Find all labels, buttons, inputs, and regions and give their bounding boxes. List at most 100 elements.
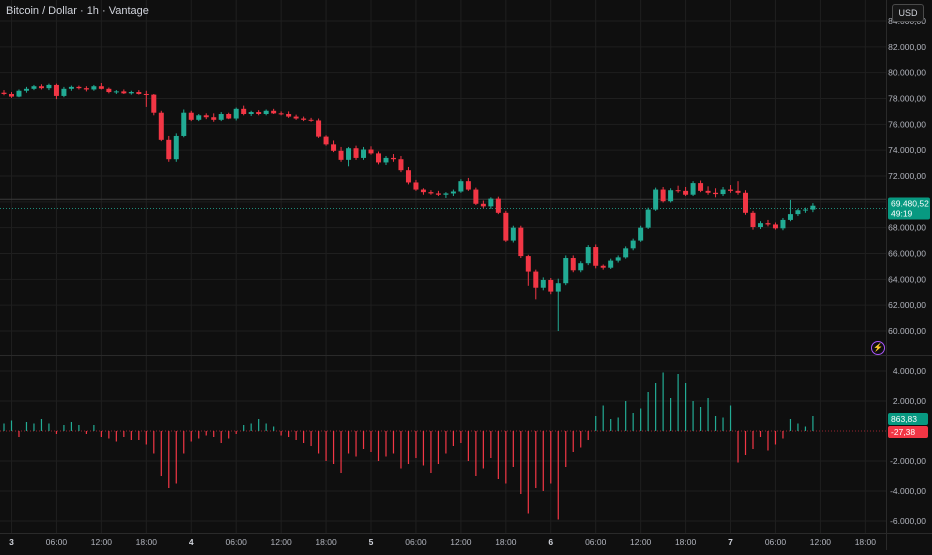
candle-body [555, 283, 561, 292]
time-tick-label: 6 [548, 537, 553, 547]
histogram-bar [10, 420, 13, 431]
candle-body [608, 260, 614, 268]
time-tick-label: 06:00 [585, 537, 607, 547]
histogram-bar [677, 374, 679, 431]
candle-body [398, 159, 404, 171]
histogram-bar [145, 431, 147, 445]
candle-body [623, 248, 629, 258]
histogram-bar [707, 398, 709, 431]
candle-body [795, 210, 801, 215]
histogram-bar [550, 431, 552, 484]
histogram-bar [482, 431, 484, 469]
price-tick-label: 60.000,00 [888, 326, 926, 336]
candle-body [46, 84, 52, 89]
candle-body [166, 139, 172, 160]
price-tick-label: 62.000,00 [888, 300, 926, 310]
candle-body [256, 112, 262, 114]
price-tick-label: 72.000,00 [888, 171, 926, 181]
candle-body [121, 91, 127, 94]
candle-body [548, 279, 554, 292]
candle-body [405, 170, 411, 183]
candle-body [765, 223, 771, 225]
histogram-bar [183, 431, 185, 454]
candle-body [570, 258, 576, 271]
time-tick-label: 5 [369, 537, 374, 547]
candle-body [196, 115, 202, 120]
histogram-bar [362, 431, 365, 449]
histogram-bar [168, 431, 170, 488]
candle-body [263, 110, 269, 114]
histogram-bar [520, 431, 522, 494]
candle-body [698, 183, 704, 191]
candle-body [113, 91, 119, 93]
histogram-bar [250, 423, 252, 431]
time-tick-label: 06:00 [765, 537, 787, 547]
histogram-bar [662, 372, 664, 431]
histogram-bar [280, 431, 282, 436]
candle-body [293, 116, 299, 119]
candle-body [578, 263, 584, 271]
candle-body [278, 113, 284, 115]
histogram-bar [63, 425, 65, 431]
candle-body [743, 192, 749, 213]
candle-body [61, 88, 67, 96]
histogram-bar [93, 425, 95, 431]
candle-body [383, 157, 389, 163]
candle-body [428, 192, 434, 194]
last-price-value: 69.480,52 [891, 199, 929, 209]
candle-body [76, 86, 82, 89]
histogram-bar [490, 431, 492, 458]
lightning-icon[interactable]: ⚡ [871, 341, 885, 355]
histogram-bar [317, 431, 320, 454]
candle-body [413, 182, 419, 190]
candle-body [713, 192, 719, 195]
countdown-value: 49:19 [891, 209, 913, 219]
histogram-bar [512, 431, 514, 467]
candle-body [787, 214, 793, 220]
candle-body [653, 189, 659, 210]
histogram-bar [385, 431, 387, 457]
indicator-tick-label: 4.000,00 [893, 366, 926, 376]
price-tick-label: 78.000,00 [888, 94, 926, 104]
histogram-bar [130, 431, 132, 440]
candle-body [443, 193, 449, 195]
histogram-bar [18, 431, 20, 437]
histogram-bar [48, 423, 50, 431]
histogram-bar [625, 401, 627, 431]
currency-button[interactable]: USD [892, 4, 924, 22]
time-tick-label: 12:00 [270, 537, 292, 547]
candle-body [31, 86, 37, 89]
histogram-bar [452, 431, 454, 446]
candle-body [301, 118, 307, 120]
candle-body [331, 144, 337, 151]
candle-body [346, 148, 352, 160]
histogram-bar [782, 431, 784, 439]
histogram-bar [684, 383, 687, 431]
histogram-bar [752, 431, 754, 449]
candle-body [271, 110, 277, 114]
histogram-bar [123, 431, 125, 437]
candle-body [540, 279, 546, 288]
time-tick-label: 12:00 [810, 537, 832, 547]
candle-body [368, 149, 374, 154]
histogram-bar [228, 431, 230, 439]
histogram-bar [377, 431, 380, 461]
candle-body [143, 93, 149, 95]
histogram-bar [332, 431, 335, 464]
histogram-bar [527, 431, 529, 514]
histogram-bar [767, 431, 769, 451]
candle-body [488, 198, 494, 207]
histogram-bar [617, 417, 619, 431]
time-tick-label: 18:00 [675, 537, 697, 547]
histogram-bar [370, 431, 372, 452]
candle-body [233, 108, 239, 119]
indicator-tick-label: -6.000,00 [890, 516, 926, 526]
symbol-title: Bitcoin / Dollar · 1h · Vantage [6, 5, 149, 17]
time-tick-label: 12:00 [450, 537, 472, 547]
histogram-bar [692, 401, 694, 431]
candle-body [585, 247, 591, 264]
time-tick-label: 12:00 [630, 537, 652, 547]
histogram-bar [737, 431, 739, 463]
